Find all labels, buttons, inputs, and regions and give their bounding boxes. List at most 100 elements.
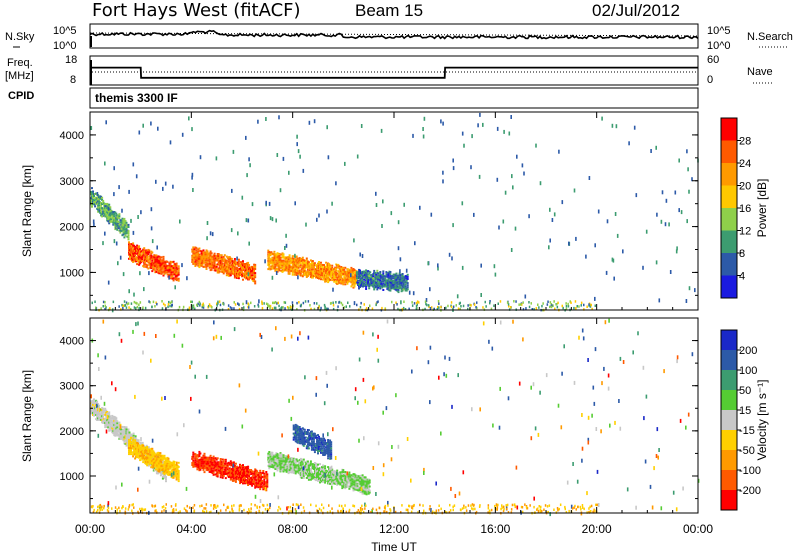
data-cell [150, 207, 153, 212]
data-cell [221, 262, 224, 265]
data-cell [383, 285, 386, 288]
data-cell [203, 471, 206, 474]
data-cell [229, 270, 232, 272]
y-tick-label: 3000 [60, 176, 84, 188]
data-cell [211, 232, 214, 237]
data-cell [267, 303, 269, 306]
data-cell [116, 220, 119, 223]
freq-label: Freq. [7, 57, 33, 69]
data-cell [253, 476, 256, 479]
data-cell [161, 456, 164, 459]
data-cell [273, 306, 276, 310]
data-cell [161, 464, 164, 467]
data-cell [298, 436, 301, 439]
data-cell [298, 432, 301, 435]
data-cell [169, 140, 172, 145]
data-cell [306, 268, 309, 271]
data-cell [229, 272, 232, 275]
data-cell [475, 306, 477, 309]
data-cell [497, 302, 499, 305]
data-cell [292, 438, 295, 441]
nsearch-label: N.Search [747, 31, 793, 43]
data-cell [391, 275, 394, 277]
data-cell [227, 270, 230, 273]
data-cell [361, 474, 364, 477]
data-cell [94, 300, 96, 303]
data-cell [229, 257, 232, 260]
data-cell [131, 443, 133, 446]
data-cell [147, 452, 150, 455]
data-cell [493, 304, 495, 307]
data-cell [210, 260, 213, 263]
data-cell [363, 278, 366, 281]
data-cell [110, 218, 113, 220]
data-cell [198, 300, 201, 304]
data-cell [118, 217, 121, 220]
data-cell [233, 260, 236, 262]
data-cell [141, 251, 144, 254]
data-cell [98, 412, 101, 415]
data-cell [335, 269, 338, 272]
data-cell [93, 199, 95, 202]
data-cell [116, 224, 119, 227]
data-cell [437, 300, 440, 303]
data-cell [242, 464, 244, 467]
data-cell [257, 472, 260, 474]
data-cell [252, 474, 255, 477]
data-cell [259, 471, 262, 474]
data-cell [298, 261, 301, 264]
data-cell [300, 303, 302, 307]
data-cell [243, 470, 245, 473]
data-cell [528, 305, 531, 309]
data-cell [123, 434, 126, 437]
data-cell [368, 272, 371, 275]
data-cell [198, 450, 201, 453]
data-cell [530, 302, 532, 305]
data-cell [675, 249, 678, 254]
data-cell [322, 480, 325, 483]
noise-panel: N.Sky 10^5 10^0 10^5 10^0 N.Search [5, 23, 793, 52]
data-cell [209, 454, 212, 457]
data-cell [658, 298, 661, 303]
data-cell [628, 141, 630, 146]
data-cell [117, 227, 120, 229]
data-cell [119, 438, 122, 440]
data-cell [160, 473, 163, 475]
data-cell [139, 262, 142, 265]
data-cell [327, 155, 330, 160]
data-cell [365, 285, 368, 288]
data-cell [220, 254, 223, 257]
data-cell [115, 212, 118, 215]
data-cell [107, 206, 110, 211]
data-cell [365, 493, 368, 496]
data-cell [342, 469, 345, 472]
data-cell [253, 278, 256, 281]
data-cell [260, 477, 263, 480]
data-cell [118, 305, 120, 308]
data-cell [404, 281, 407, 284]
data-cell [391, 300, 393, 304]
data-cell [447, 304, 449, 308]
data-cell [195, 247, 198, 250]
data-cell [298, 273, 301, 276]
data-cell [257, 119, 259, 124]
data-cell [162, 274, 165, 277]
data-cell [297, 465, 300, 468]
data-cell [330, 301, 332, 305]
data-cell [254, 265, 257, 268]
data-cell [278, 252, 281, 255]
data-cell [91, 301, 93, 305]
data-cell [154, 269, 157, 272]
data-cell [202, 304, 205, 307]
data-cell [116, 434, 119, 437]
data-cell [214, 265, 217, 268]
data-cell [171, 304, 173, 307]
data-cell [290, 471, 293, 474]
data-cell [389, 283, 392, 286]
data-cell [382, 280, 385, 283]
data-cell [361, 279, 364, 281]
data-cell [116, 228, 119, 231]
data-cell [591, 307, 593, 311]
data-cell [331, 482, 334, 485]
data-cell [195, 455, 198, 458]
